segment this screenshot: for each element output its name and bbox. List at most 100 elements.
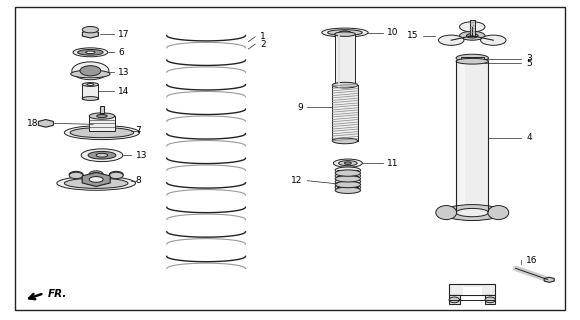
Text: 5: 5: [526, 59, 532, 68]
Ellipse shape: [488, 205, 509, 220]
Bar: [338, 176, 358, 179]
Ellipse shape: [109, 172, 123, 179]
Ellipse shape: [82, 27, 99, 33]
Ellipse shape: [332, 138, 358, 144]
Bar: [456, 61, 488, 211]
Ellipse shape: [335, 170, 361, 176]
Ellipse shape: [345, 162, 351, 164]
Text: 9: 9: [297, 103, 303, 112]
Text: FR.: FR.: [48, 289, 67, 299]
Ellipse shape: [459, 22, 485, 32]
Text: 4: 4: [526, 133, 532, 142]
Ellipse shape: [80, 66, 101, 76]
Text: 13: 13: [136, 151, 147, 160]
Ellipse shape: [442, 204, 502, 220]
Ellipse shape: [57, 176, 136, 190]
Ellipse shape: [89, 171, 103, 177]
Ellipse shape: [456, 58, 488, 64]
Ellipse shape: [73, 48, 108, 57]
Bar: [338, 182, 358, 185]
Ellipse shape: [466, 34, 478, 38]
Ellipse shape: [456, 208, 488, 217]
Ellipse shape: [335, 176, 361, 182]
Ellipse shape: [436, 205, 456, 220]
Ellipse shape: [89, 177, 103, 182]
Ellipse shape: [449, 297, 459, 303]
Ellipse shape: [64, 125, 140, 140]
Ellipse shape: [335, 84, 356, 89]
Text: 16: 16: [526, 256, 538, 265]
Text: 3: 3: [526, 54, 532, 63]
Text: 15: 15: [407, 31, 418, 40]
Bar: [461, 57, 484, 62]
Ellipse shape: [339, 161, 357, 166]
Ellipse shape: [332, 82, 358, 88]
Ellipse shape: [64, 178, 128, 188]
Text: 17: 17: [118, 30, 130, 39]
Ellipse shape: [335, 187, 361, 194]
Bar: [82, 84, 99, 99]
Text: 6: 6: [118, 48, 124, 57]
Polygon shape: [82, 172, 110, 187]
Bar: [89, 116, 115, 131]
FancyBboxPatch shape: [15, 7, 565, 310]
Text: 18: 18: [27, 119, 39, 128]
Bar: [335, 34, 356, 87]
Ellipse shape: [322, 28, 368, 37]
Ellipse shape: [86, 51, 95, 53]
Ellipse shape: [339, 31, 351, 34]
Bar: [338, 188, 358, 190]
Ellipse shape: [335, 173, 361, 179]
Ellipse shape: [461, 59, 484, 65]
Ellipse shape: [109, 171, 123, 178]
Bar: [338, 170, 358, 173]
Ellipse shape: [78, 50, 103, 55]
Bar: [449, 284, 495, 295]
Text: 7: 7: [136, 126, 142, 135]
Text: 14: 14: [118, 87, 129, 96]
Ellipse shape: [481, 35, 506, 45]
Ellipse shape: [335, 181, 361, 188]
Bar: [458, 61, 465, 211]
Ellipse shape: [82, 83, 99, 86]
Ellipse shape: [335, 32, 356, 36]
Ellipse shape: [335, 167, 361, 173]
Ellipse shape: [459, 31, 485, 40]
Text: 1: 1: [260, 32, 266, 41]
Text: 13: 13: [118, 68, 130, 77]
Bar: [463, 287, 481, 295]
Bar: [449, 295, 459, 304]
Ellipse shape: [89, 113, 115, 119]
Ellipse shape: [335, 179, 361, 185]
Ellipse shape: [81, 149, 123, 162]
Text: 12: 12: [291, 176, 303, 185]
Ellipse shape: [72, 62, 109, 80]
Ellipse shape: [70, 127, 134, 138]
Text: 10: 10: [387, 28, 398, 37]
Text: 2: 2: [260, 40, 266, 49]
Bar: [470, 20, 474, 36]
Ellipse shape: [328, 30, 362, 36]
Ellipse shape: [334, 159, 362, 167]
Bar: [100, 107, 104, 113]
Text: 8: 8: [136, 176, 142, 185]
Bar: [332, 85, 358, 141]
Text: 11: 11: [387, 159, 398, 168]
Polygon shape: [38, 120, 53, 127]
Ellipse shape: [69, 171, 83, 178]
Ellipse shape: [89, 173, 103, 179]
Polygon shape: [544, 277, 554, 282]
Ellipse shape: [69, 172, 83, 179]
Ellipse shape: [88, 151, 116, 159]
Ellipse shape: [335, 184, 361, 191]
Bar: [485, 295, 495, 304]
Ellipse shape: [97, 115, 107, 118]
Ellipse shape: [82, 97, 99, 100]
Ellipse shape: [71, 70, 110, 78]
Ellipse shape: [485, 297, 495, 303]
Ellipse shape: [96, 153, 108, 157]
Ellipse shape: [456, 54, 488, 62]
Ellipse shape: [87, 84, 94, 85]
Ellipse shape: [456, 208, 488, 214]
Polygon shape: [82, 30, 99, 38]
